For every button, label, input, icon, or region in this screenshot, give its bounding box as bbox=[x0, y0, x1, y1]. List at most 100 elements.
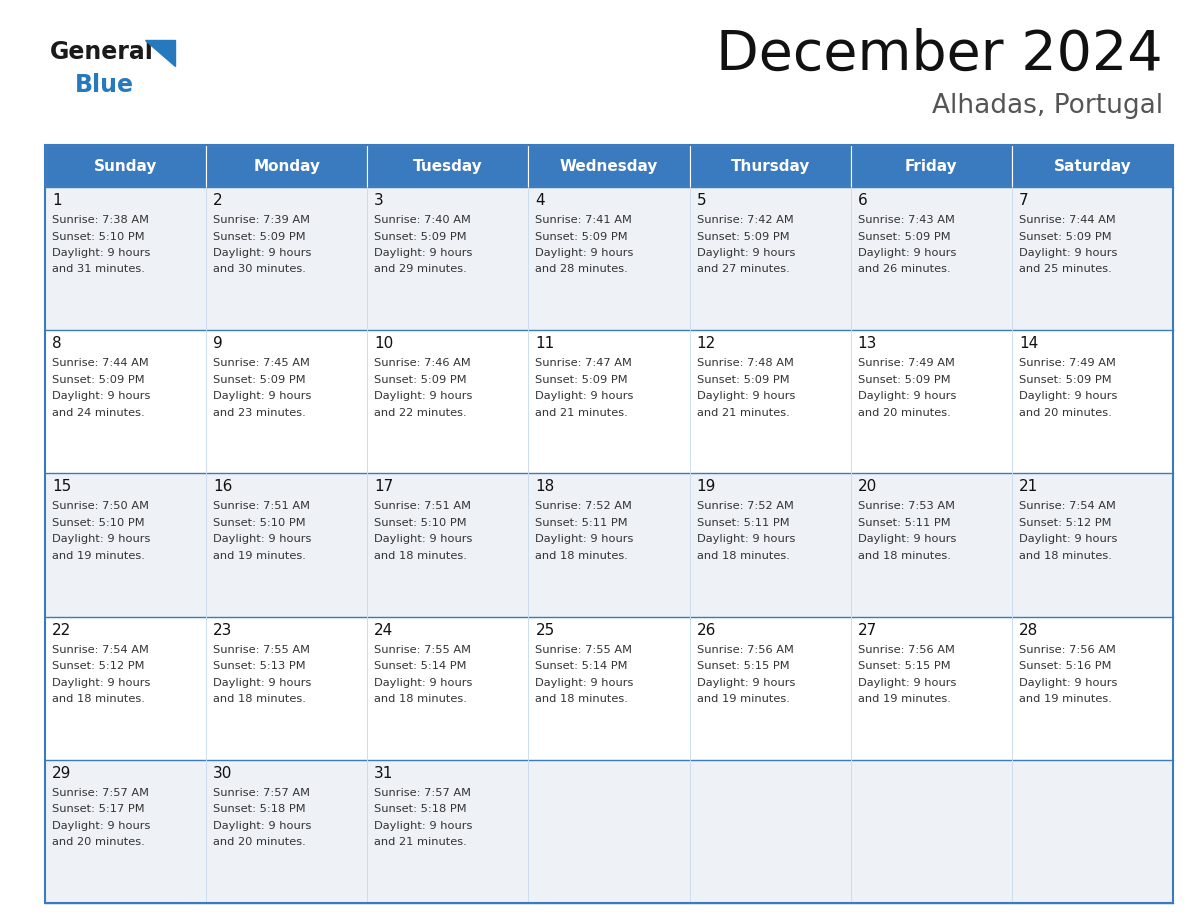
Text: 16: 16 bbox=[213, 479, 233, 495]
Text: Daylight: 9 hours: Daylight: 9 hours bbox=[696, 248, 795, 258]
Text: Blue: Blue bbox=[75, 73, 134, 97]
Text: 24: 24 bbox=[374, 622, 393, 638]
Text: Sunday: Sunday bbox=[94, 159, 157, 174]
Text: and 18 minutes.: and 18 minutes. bbox=[213, 694, 307, 704]
Text: Monday: Monday bbox=[253, 159, 321, 174]
Bar bbox=[45, 145, 1173, 903]
Bar bbox=[367, 330, 529, 474]
Text: 3: 3 bbox=[374, 193, 384, 208]
Text: and 18 minutes.: and 18 minutes. bbox=[1019, 551, 1112, 561]
Text: Sunset: 5:09 PM: Sunset: 5:09 PM bbox=[1019, 231, 1112, 241]
Text: 8: 8 bbox=[52, 336, 62, 352]
Text: Sunrise: 7:55 AM: Sunrise: 7:55 AM bbox=[374, 644, 472, 655]
Text: and 27 minutes.: and 27 minutes. bbox=[696, 264, 789, 274]
Text: Sunset: 5:09 PM: Sunset: 5:09 PM bbox=[696, 375, 789, 385]
Text: and 18 minutes.: and 18 minutes. bbox=[696, 551, 790, 561]
Bar bbox=[45, 617, 207, 760]
Text: and 20 minutes.: and 20 minutes. bbox=[213, 837, 305, 847]
Text: and 23 minutes.: and 23 minutes. bbox=[213, 408, 305, 418]
Text: Daylight: 9 hours: Daylight: 9 hours bbox=[52, 248, 151, 258]
Bar bbox=[367, 617, 529, 760]
Text: 31: 31 bbox=[374, 766, 393, 781]
Text: Tuesday: Tuesday bbox=[413, 159, 482, 174]
Bar bbox=[689, 145, 851, 187]
Text: and 18 minutes.: and 18 minutes. bbox=[858, 551, 950, 561]
Text: Sunrise: 7:38 AM: Sunrise: 7:38 AM bbox=[52, 215, 148, 225]
Bar bbox=[529, 474, 689, 617]
Text: 29: 29 bbox=[52, 766, 71, 781]
Bar bbox=[1012, 617, 1173, 760]
Text: 28: 28 bbox=[1019, 622, 1038, 638]
Bar bbox=[851, 187, 1012, 330]
Bar bbox=[851, 330, 1012, 474]
Text: Daylight: 9 hours: Daylight: 9 hours bbox=[213, 821, 311, 831]
Bar bbox=[45, 187, 207, 330]
Text: Sunset: 5:10 PM: Sunset: 5:10 PM bbox=[52, 231, 145, 241]
Text: 14: 14 bbox=[1019, 336, 1038, 352]
Text: 5: 5 bbox=[696, 193, 706, 208]
Bar bbox=[851, 145, 1012, 187]
Text: 18: 18 bbox=[536, 479, 555, 495]
Bar bbox=[1012, 760, 1173, 903]
Text: Sunset: 5:10 PM: Sunset: 5:10 PM bbox=[374, 518, 467, 528]
Bar bbox=[1012, 474, 1173, 617]
Text: Daylight: 9 hours: Daylight: 9 hours bbox=[536, 391, 634, 401]
Text: Sunrise: 7:49 AM: Sunrise: 7:49 AM bbox=[858, 358, 955, 368]
Bar bbox=[207, 760, 367, 903]
Text: Sunset: 5:09 PM: Sunset: 5:09 PM bbox=[213, 231, 305, 241]
Bar bbox=[45, 474, 207, 617]
Text: Sunset: 5:09 PM: Sunset: 5:09 PM bbox=[536, 231, 628, 241]
Text: Daylight: 9 hours: Daylight: 9 hours bbox=[858, 391, 956, 401]
Text: Sunset: 5:17 PM: Sunset: 5:17 PM bbox=[52, 804, 145, 814]
Text: Sunrise: 7:57 AM: Sunrise: 7:57 AM bbox=[213, 788, 310, 798]
Bar bbox=[207, 474, 367, 617]
Text: and 29 minutes.: and 29 minutes. bbox=[374, 264, 467, 274]
Text: Sunrise: 7:54 AM: Sunrise: 7:54 AM bbox=[1019, 501, 1116, 511]
Text: and 24 minutes.: and 24 minutes. bbox=[52, 408, 145, 418]
Text: 21: 21 bbox=[1019, 479, 1038, 495]
Text: Sunset: 5:09 PM: Sunset: 5:09 PM bbox=[213, 375, 305, 385]
Text: 26: 26 bbox=[696, 622, 716, 638]
Text: Daylight: 9 hours: Daylight: 9 hours bbox=[213, 677, 311, 688]
Text: Sunrise: 7:56 AM: Sunrise: 7:56 AM bbox=[1019, 644, 1116, 655]
Text: 11: 11 bbox=[536, 336, 555, 352]
Text: Sunrise: 7:41 AM: Sunrise: 7:41 AM bbox=[536, 215, 632, 225]
Text: 1: 1 bbox=[52, 193, 62, 208]
Text: Sunset: 5:09 PM: Sunset: 5:09 PM bbox=[858, 231, 950, 241]
Text: and 21 minutes.: and 21 minutes. bbox=[374, 837, 467, 847]
Text: 30: 30 bbox=[213, 766, 233, 781]
Bar bbox=[529, 330, 689, 474]
Text: Daylight: 9 hours: Daylight: 9 hours bbox=[374, 248, 473, 258]
Text: and 25 minutes.: and 25 minutes. bbox=[1019, 264, 1112, 274]
Text: Sunset: 5:09 PM: Sunset: 5:09 PM bbox=[858, 375, 950, 385]
Text: Alhadas, Portugal: Alhadas, Portugal bbox=[931, 93, 1163, 119]
Text: Sunrise: 7:54 AM: Sunrise: 7:54 AM bbox=[52, 644, 148, 655]
Bar bbox=[45, 330, 207, 474]
Text: Sunset: 5:12 PM: Sunset: 5:12 PM bbox=[52, 661, 145, 671]
Text: Sunrise: 7:55 AM: Sunrise: 7:55 AM bbox=[213, 644, 310, 655]
Text: and 20 minutes.: and 20 minutes. bbox=[1019, 408, 1112, 418]
Text: 22: 22 bbox=[52, 622, 71, 638]
Text: Sunrise: 7:45 AM: Sunrise: 7:45 AM bbox=[213, 358, 310, 368]
Bar bbox=[851, 474, 1012, 617]
Text: Daylight: 9 hours: Daylight: 9 hours bbox=[213, 391, 311, 401]
Text: Sunset: 5:09 PM: Sunset: 5:09 PM bbox=[374, 231, 467, 241]
Text: December 2024: December 2024 bbox=[716, 28, 1163, 82]
Text: and 18 minutes.: and 18 minutes. bbox=[374, 694, 467, 704]
Text: Sunrise: 7:39 AM: Sunrise: 7:39 AM bbox=[213, 215, 310, 225]
Text: Daylight: 9 hours: Daylight: 9 hours bbox=[1019, 391, 1117, 401]
Text: and 18 minutes.: and 18 minutes. bbox=[374, 551, 467, 561]
Text: and 19 minutes.: and 19 minutes. bbox=[213, 551, 307, 561]
Text: General: General bbox=[50, 40, 154, 64]
Text: Saturday: Saturday bbox=[1054, 159, 1131, 174]
Text: Daylight: 9 hours: Daylight: 9 hours bbox=[536, 534, 634, 544]
Text: Sunset: 5:13 PM: Sunset: 5:13 PM bbox=[213, 661, 305, 671]
Text: and 22 minutes.: and 22 minutes. bbox=[374, 408, 467, 418]
Text: Sunrise: 7:49 AM: Sunrise: 7:49 AM bbox=[1019, 358, 1116, 368]
Text: Daylight: 9 hours: Daylight: 9 hours bbox=[696, 677, 795, 688]
Text: 27: 27 bbox=[858, 622, 877, 638]
Text: Sunset: 5:10 PM: Sunset: 5:10 PM bbox=[213, 518, 305, 528]
Text: Sunrise: 7:51 AM: Sunrise: 7:51 AM bbox=[374, 501, 472, 511]
Bar bbox=[529, 187, 689, 330]
Text: Sunrise: 7:52 AM: Sunrise: 7:52 AM bbox=[536, 501, 632, 511]
